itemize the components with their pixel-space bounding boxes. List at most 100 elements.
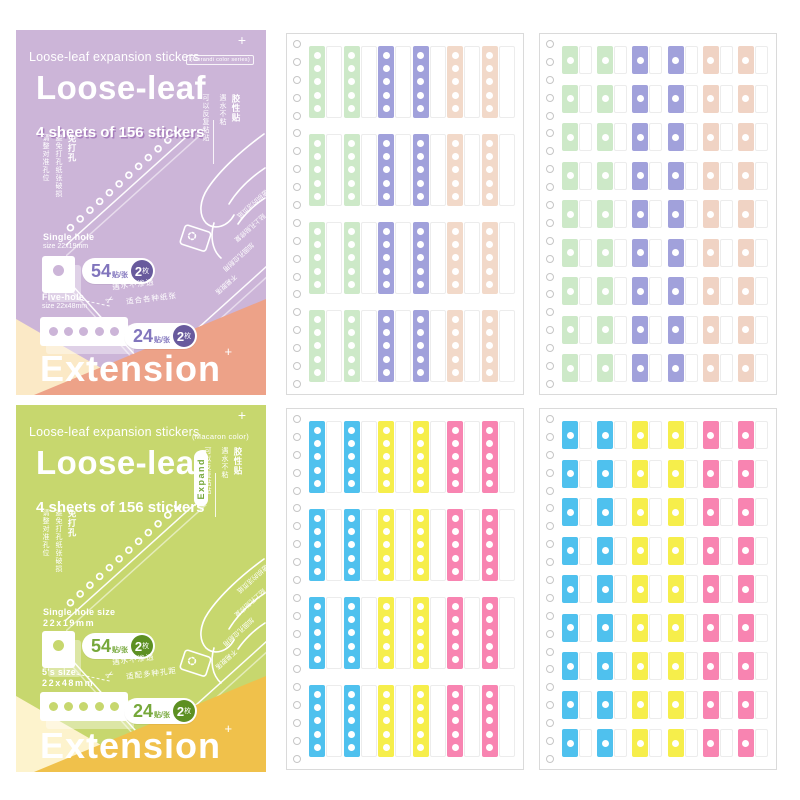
punch-hole — [417, 479, 425, 487]
punch-hole — [313, 717, 321, 725]
punch-hole — [566, 431, 574, 439]
punch-hole — [742, 364, 750, 372]
punch-hole — [313, 140, 321, 148]
punch-hole — [566, 95, 574, 102]
binder-hole — [293, 576, 301, 585]
punch-hole — [451, 78, 459, 86]
sticker-colored-part — [343, 310, 360, 382]
punch-hole — [417, 528, 425, 536]
sticker-single — [667, 238, 698, 267]
sparkle-plus-icon: + — [224, 721, 234, 736]
punch-hole — [566, 133, 574, 141]
punch-hole — [313, 528, 321, 536]
sticker-single — [737, 315, 768, 344]
sticker-single — [702, 690, 733, 719]
punch-hole — [417, 342, 425, 350]
punch-hole — [486, 104, 494, 112]
binder-hole — [293, 683, 301, 692]
punch-hole — [636, 470, 644, 477]
sticker-white-part — [684, 200, 698, 228]
sticker-single — [597, 354, 628, 382]
sticker-colored-part — [481, 134, 498, 206]
sticker-colored-part — [632, 498, 649, 526]
sticker-white-part — [719, 729, 733, 757]
sticker-white-part — [719, 498, 733, 526]
sticker-white-part — [754, 238, 768, 267]
punch-hole — [601, 470, 609, 477]
sticker-single — [737, 498, 768, 526]
sticker-white-part — [395, 421, 412, 493]
binder-hole — [293, 737, 301, 746]
sticker-single — [597, 123, 628, 151]
sticker-white-part — [579, 652, 592, 680]
sticker-single — [597, 161, 628, 190]
note-line: 避免打孔纸张破损 — [55, 134, 62, 198]
punch-hole — [348, 52, 356, 60]
punch-hole — [707, 508, 715, 516]
punch-hole — [348, 355, 356, 363]
sticker-sheet-pastel-strips — [286, 33, 524, 395]
binder-hole — [293, 147, 301, 156]
punch-hole — [417, 743, 425, 751]
sticker-colored-part — [737, 200, 754, 228]
punch-hole — [451, 642, 459, 650]
sticker-single — [737, 729, 768, 757]
sticker-single — [562, 354, 592, 382]
binder-hole — [546, 432, 554, 441]
punch-hole — [313, 743, 321, 751]
punch-hole — [348, 440, 356, 448]
sticker-single — [632, 421, 663, 449]
punch-hole — [451, 241, 459, 249]
note-line: 请整对准孔位 — [42, 509, 49, 557]
sticker-row — [562, 161, 768, 190]
sticker-colored-part — [562, 652, 578, 680]
punch-hole — [348, 479, 356, 487]
sticker-white-part — [719, 200, 733, 228]
count-value: 24 — [133, 326, 154, 346]
punch-hole — [382, 342, 390, 350]
sticker-white-part — [719, 123, 733, 151]
punch-hole — [742, 547, 750, 554]
sticker-white-part — [395, 685, 412, 757]
punch-hole — [636, 287, 644, 295]
sticker-white-part — [754, 354, 768, 382]
sticker-single — [562, 459, 592, 488]
sticker-colored-part — [597, 729, 614, 757]
binder-hole — [546, 540, 554, 549]
sticker-colored-part — [378, 509, 395, 581]
punch-hole — [451, 254, 459, 262]
sticker-single — [667, 652, 698, 680]
punch-hole — [742, 95, 750, 102]
binder-hole — [293, 40, 301, 48]
sticker-colored-part — [412, 421, 429, 493]
sticker-white-part — [614, 652, 628, 680]
punch-hole — [348, 267, 356, 275]
sticker-strip — [447, 134, 481, 206]
sticker-colored-part — [737, 354, 754, 382]
punch-hole — [348, 104, 356, 112]
sticker-white-part — [649, 690, 663, 719]
punch-hole — [417, 717, 425, 725]
punch-hole — [382, 453, 390, 461]
punch-hole — [382, 78, 390, 86]
sticker-white-part — [360, 222, 377, 294]
sticker-single — [562, 161, 592, 190]
punch-hole — [486, 479, 494, 487]
sticker-single — [632, 536, 663, 565]
sticker-white-part — [649, 84, 663, 113]
sticker-colored-part — [667, 354, 684, 382]
punch-hole — [417, 329, 425, 337]
sticker-colored-part — [632, 354, 649, 382]
sticker-white-part — [719, 238, 733, 267]
sparkle-plus-icon: + — [237, 32, 246, 48]
sticker-single — [632, 459, 663, 488]
punch-hole — [451, 368, 459, 376]
sticker-colored-part — [632, 123, 649, 151]
punch-hole — [313, 440, 321, 448]
sticker-white-part — [498, 509, 515, 581]
binder-hole — [546, 290, 554, 299]
sticker-strip — [378, 310, 412, 382]
sticker-single — [597, 84, 628, 113]
binder-hole — [546, 344, 554, 353]
